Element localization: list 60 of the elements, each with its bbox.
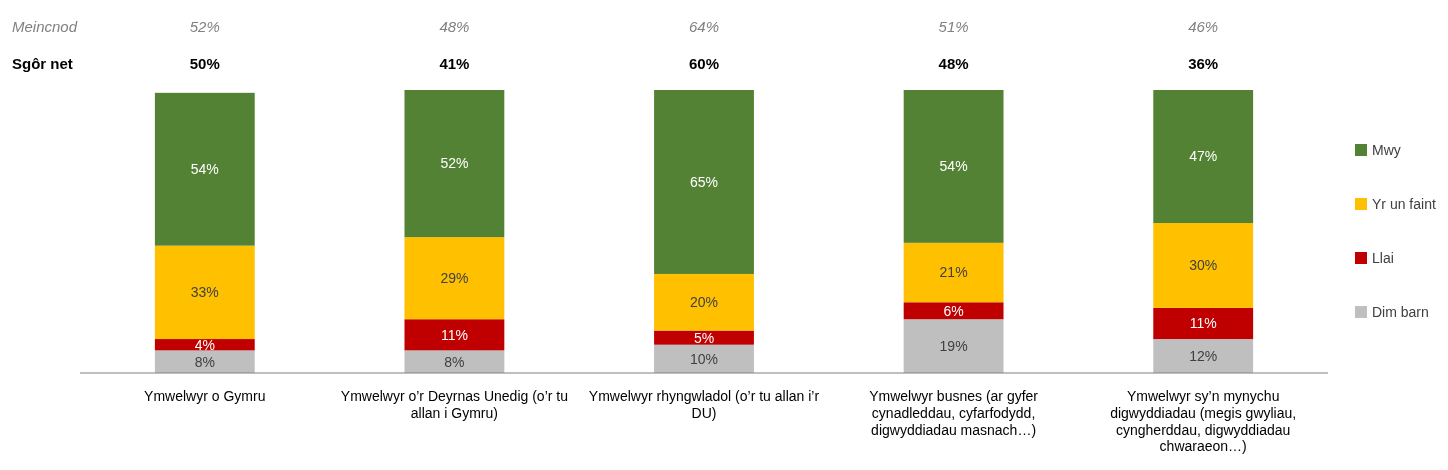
bar (404, 237, 505, 320)
x-tick-label: Ymwelwyr o’r Deyrnas Unedig (o’r tu allan i Gymru) (340, 388, 568, 421)
data-label: 29% (440, 270, 469, 287)
data-label: 10% (689, 350, 719, 367)
x-tick-label: Ymwelwyr o Gymru (144, 388, 266, 404)
data-label: 5% (693, 329, 715, 346)
x-tick-label: Ymwelwyr busnes (ar gyfer cynadleddau, cyfarfodydd, digwyddiadau masnach…) (869, 388, 1039, 438)
data-label: 65% (689, 173, 719, 190)
bar (1153, 307, 1254, 340)
data-label: 33% (190, 284, 219, 301)
bar (404, 319, 505, 351)
text: 46% (1188, 18, 1219, 36)
data-label: 19% (939, 338, 968, 355)
text: 64% (688, 18, 720, 36)
data-label: 8% (194, 353, 215, 370)
bar (154, 245, 255, 340)
text: Sgôr net (12, 55, 73, 73)
bar (404, 350, 505, 373)
data-label: 20% (689, 294, 719, 311)
data-label: 8% (444, 353, 465, 370)
bar (654, 273, 754, 331)
x-tick-label: Ymwelwyr sy’n mynychu digwyddiadau (megis gwyliau, cyngherddau, digwyddiadau chwaraeon…) (1110, 388, 1297, 455)
data-label: 11% (1189, 315, 1217, 332)
bar (903, 319, 1004, 373)
legend-label: Llai (1372, 249, 1394, 266)
data-label: 30% (1189, 257, 1218, 274)
text: 50% (189, 55, 220, 73)
legend-label: Mwy (1372, 141, 1401, 158)
bar (903, 242, 1004, 303)
bar (654, 330, 754, 345)
text: 52% (189, 18, 220, 36)
bar (1153, 339, 1254, 373)
text: 41% (439, 55, 470, 73)
text: 48% (439, 18, 470, 36)
data-label: 52% (440, 155, 469, 172)
legend-label: Dim barn (1372, 303, 1429, 320)
text: 51% (938, 18, 969, 36)
bar (903, 90, 1004, 243)
text: 60% (688, 55, 720, 73)
text: 48% (938, 55, 969, 73)
x-tick-label: Ymwelwyr rhyngwladol (o’r tu allan i’r DU) (588, 388, 820, 421)
data-label: 11% (440, 326, 468, 343)
data-label: 54% (190, 161, 219, 178)
data-label: 4% (194, 336, 215, 353)
bar (154, 350, 255, 373)
bar (654, 90, 754, 274)
bar (1153, 223, 1254, 308)
bar (1153, 90, 1254, 224)
data-label: 6% (943, 302, 964, 319)
bar (654, 344, 754, 373)
data-label: 54% (939, 158, 968, 175)
bar (404, 90, 505, 238)
data-label: 47% (1189, 148, 1218, 165)
bar (903, 302, 1004, 320)
bar (154, 92, 255, 246)
text: Meincnod (12, 18, 78, 36)
text: 36% (1188, 55, 1219, 73)
data-label: 21% (939, 264, 968, 281)
legend-label: Yr un faint (1372, 195, 1436, 212)
data-label: 12% (1189, 347, 1218, 364)
